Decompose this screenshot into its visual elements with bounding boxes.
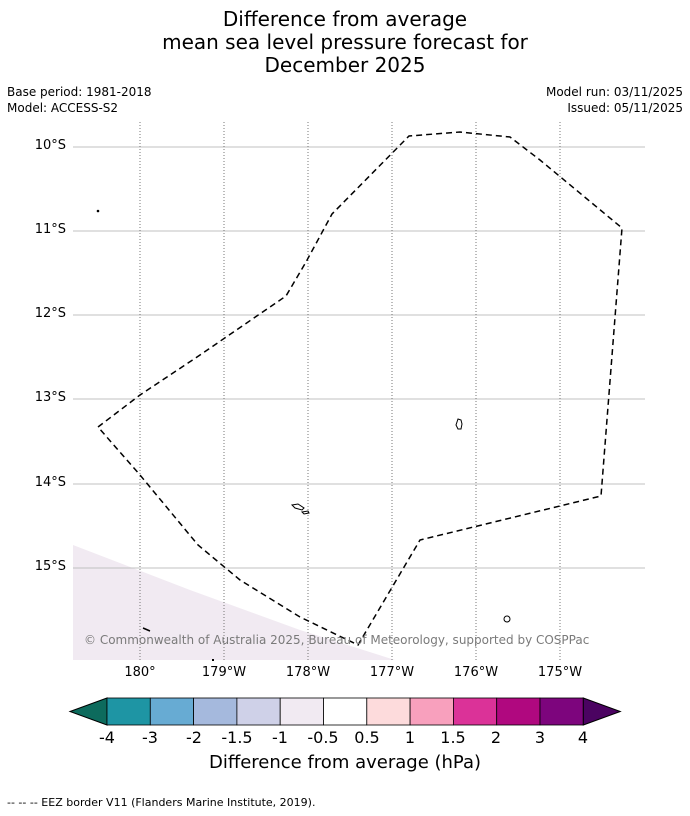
colorbar-segment — [236, 697, 281, 726]
lat-label-10s: 10°S — [34, 138, 66, 153]
island-southwest — [142, 627, 151, 632]
colorbar-segment — [366, 697, 411, 726]
title-line-1: Difference from average — [222, 7, 468, 31]
model-name: Model: ACCESS-S2 — [7, 101, 119, 115]
lat-label-13s: 13°S — [34, 390, 66, 405]
cb-tick-label: -1.5 — [221, 728, 253, 747]
island-east — [455, 418, 463, 430]
cb-tick-label: -4 — [99, 728, 115, 747]
colorbar-segment — [409, 697, 454, 726]
colorbar-segment — [106, 697, 151, 726]
colorbar-segment — [149, 697, 195, 726]
islands — [96, 209, 511, 661]
island-wallis — [290, 503, 305, 511]
lat-label-11s: 11°S — [34, 222, 66, 237]
model-run: Model run: 03/11/2025 — [545, 85, 683, 99]
colorbar-segment — [193, 697, 238, 726]
lon-label-178w: 178°W — [285, 665, 331, 680]
lat-label-12s: 12°S — [34, 306, 66, 321]
lon-label-177w: 177°W — [369, 665, 415, 680]
copyright-notice: © Commonwealth of Australia 2025, Bureau… — [84, 633, 590, 647]
longitude-gridlines — [139, 122, 561, 660]
island-dot-northwest — [96, 209, 100, 213]
cb-tick-label: 1 — [404, 728, 416, 747]
title-line-3: December 2025 — [264, 53, 426, 77]
cb-tick-label: -3 — [142, 728, 158, 747]
lat-label-15s: 15°S — [34, 559, 66, 574]
colorbar-segment — [452, 697, 498, 726]
cb-tick-label: -1 — [272, 728, 288, 747]
lon-label-175w: 175°W — [537, 665, 583, 680]
cb-tick-label: 0.5 — [354, 728, 380, 747]
meta-left: Base period: 1981-2018 Model: ACCESS-S2 — [7, 84, 152, 116]
cb-tick-label: 3 — [534, 728, 546, 747]
colorbar-title: Difference from average (hPa) — [208, 752, 482, 773]
issued-date: Issued: 05/11/2025 — [567, 101, 683, 115]
cb-tick-label: 2 — [490, 728, 502, 747]
colorbar-extend-high — [582, 697, 622, 726]
cb-tick-label: -0.5 — [307, 728, 339, 747]
colorbar-segment — [323, 697, 368, 726]
chart-title: Difference from average mean sea level p… — [0, 8, 690, 77]
eez-legend: -- -- -- EEZ border V11 (Flanders Marine… — [7, 796, 316, 809]
colorbar-segment — [279, 697, 324, 726]
cb-tick-label: -2 — [186, 728, 202, 747]
island-southeast — [503, 615, 511, 623]
cb-tick-label: 4 — [577, 728, 589, 747]
cb-tick-label: 1.5 — [440, 728, 466, 747]
base-period: Base period: 1981-2018 — [7, 85, 152, 99]
colorbar-segment — [496, 697, 541, 726]
colorbar-extend-low — [68, 697, 108, 726]
meta-right: Model run: 03/11/2025 Issued: 05/11/2025 — [546, 84, 683, 116]
latitude-gridlines — [73, 146, 645, 569]
lon-label-179w: 179°W — [201, 665, 247, 680]
island-wallis-small — [300, 510, 310, 515]
lat-label-14s: 14°S — [34, 475, 66, 490]
colorbar-segment — [539, 697, 584, 726]
lon-label-180: 180° — [124, 665, 156, 680]
colorbar — [68, 697, 622, 726]
anomaly-shading-region — [73, 545, 395, 660]
eez-border — [97, 131, 623, 646]
title-line-2: mean sea level pressure forecast for — [162, 30, 528, 54]
lon-label-176w: 176°W — [453, 665, 499, 680]
